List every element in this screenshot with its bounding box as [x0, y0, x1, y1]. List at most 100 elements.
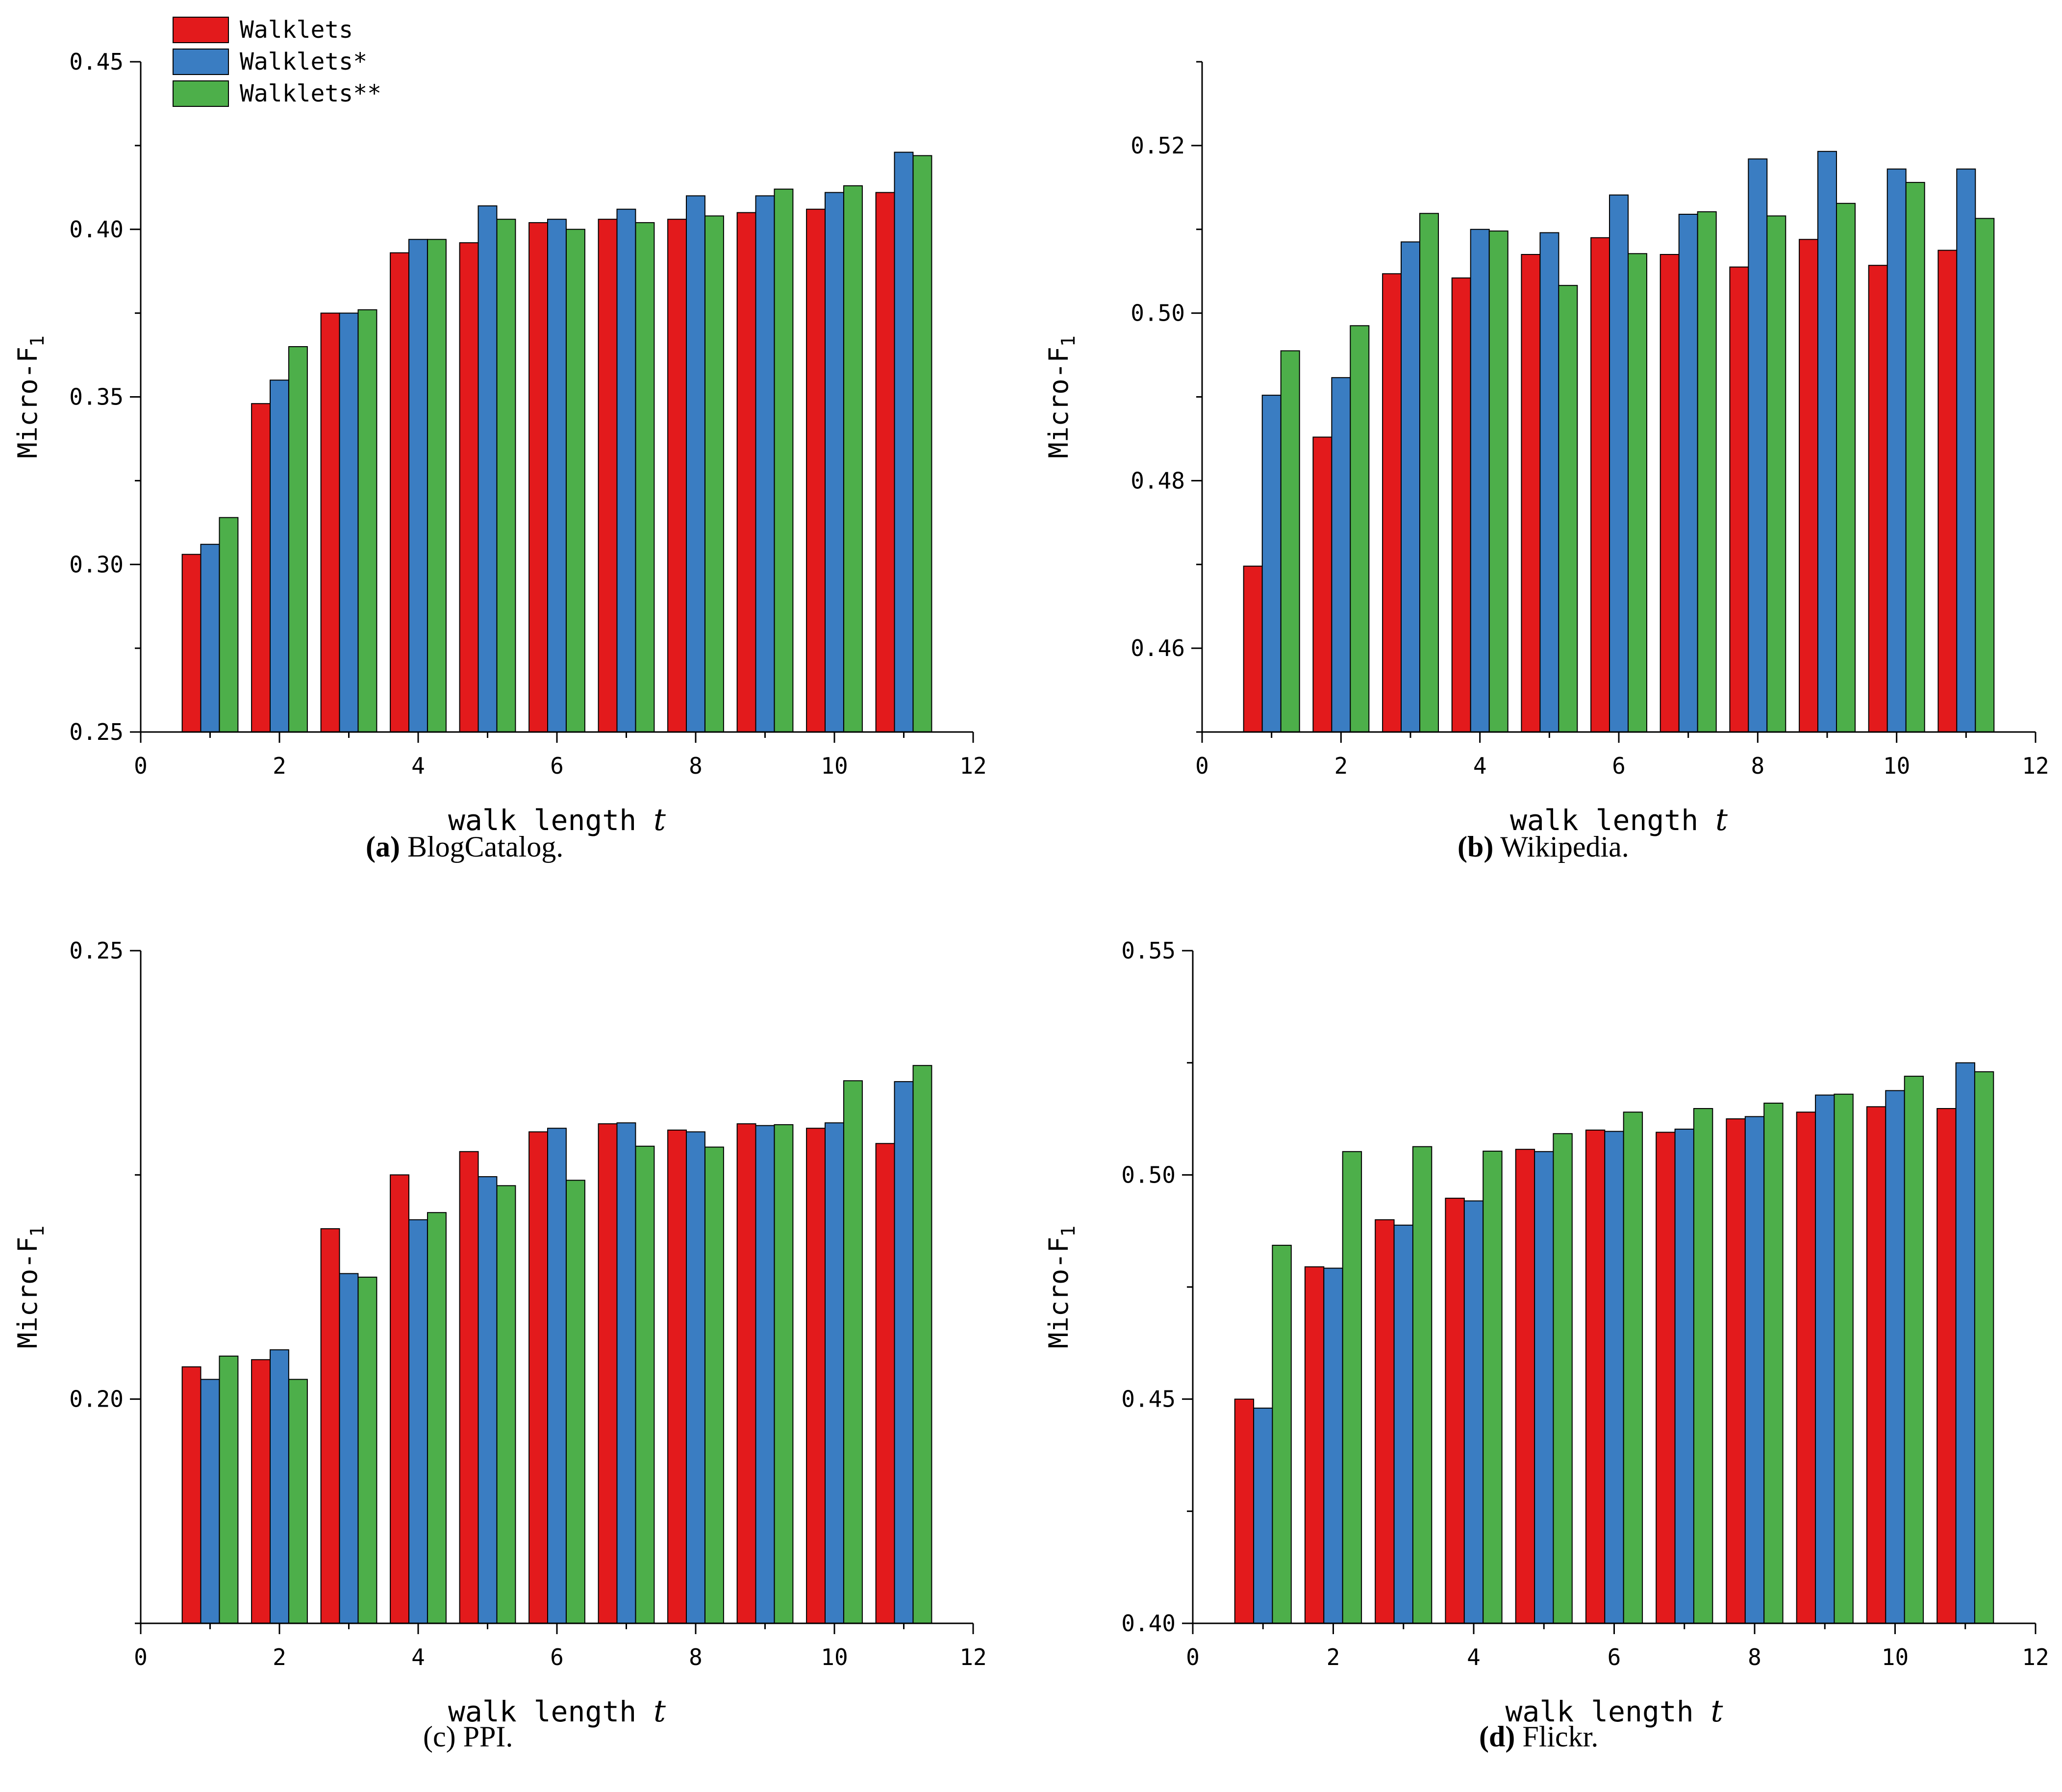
- bar-walklets-t9: [1796, 1111, 1816, 1624]
- caption-d: (d) Flickr.: [1479, 1720, 1598, 1754]
- bar-walklets-t2: [251, 1359, 271, 1624]
- bar-walklets-star-t6: [547, 219, 567, 733]
- x-axis-title-text: walk length: [448, 804, 654, 837]
- legend-label: Walklets*: [240, 48, 368, 76]
- bar-walklets-star-t4: [1470, 228, 1490, 732]
- y-tick-label: 0.45: [1121, 1386, 1176, 1413]
- bar-walklets-t3: [320, 312, 340, 732]
- y-tick-label: 0.52: [1131, 132, 1185, 159]
- bar-walklets-star-t2: [270, 1349, 289, 1624]
- caption-text: BlogCatalog.: [407, 831, 564, 863]
- y-tick-label: 0.55: [1121, 937, 1176, 964]
- x-tick-label: 4: [411, 1644, 425, 1670]
- bar-walklets-star-star-t1: [1272, 1244, 1292, 1624]
- bar-walklets-t11: [1936, 1108, 1957, 1624]
- legend: Walklets Walklets* Walklets**: [173, 14, 381, 109]
- bar-walklets-star-star-t9: [774, 1124, 794, 1624]
- bar-walklets-t4: [390, 1174, 409, 1624]
- y-axis-title: Micro-F1: [1043, 1226, 1079, 1348]
- bar-walklets-star-star-t5: [496, 1185, 516, 1624]
- bar-walklets-star-t4: [408, 1219, 428, 1624]
- bar-walklets-t3: [1382, 273, 1402, 732]
- bar-walklets-star-t5: [1539, 232, 1559, 733]
- bar-walklets-star-star-t2: [1350, 325, 1370, 732]
- bar-walklets-star-t11: [1956, 168, 1976, 733]
- x-tick-label: 6: [550, 1644, 564, 1670]
- bar-walklets-star-star-t11: [912, 155, 932, 732]
- x-tick-label: 4: [1467, 1644, 1481, 1670]
- x-tick-label: 8: [1751, 753, 1764, 779]
- bar-walklets-t8: [667, 1129, 687, 1624]
- x-tick-label: 0: [134, 1644, 148, 1670]
- bar-walklets-star-star-t11: [1974, 1071, 1994, 1624]
- x-tick-label: 10: [1883, 753, 1910, 779]
- bar-walklets-star-t9: [1815, 1094, 1835, 1624]
- bar-walklets-star-star-t5: [496, 219, 516, 733]
- y-tick-label: 0.35: [69, 384, 124, 410]
- bar-walklets-t9: [1799, 239, 1819, 732]
- bar-walklets-star-t6: [1609, 194, 1629, 733]
- bar-walklets-star-t10: [825, 1122, 844, 1624]
- legend-item-walklets-double-star: Walklets**: [173, 77, 381, 109]
- legend-item-walklets-star: Walklets*: [173, 46, 381, 77]
- x-tick-label: 0: [1186, 1644, 1200, 1670]
- bar-walklets-star-star-t10: [843, 185, 863, 732]
- bar-walklets-t5: [1515, 1149, 1535, 1624]
- bar-walklets-t1: [181, 1366, 201, 1624]
- bar-walklets-star-t1: [200, 544, 220, 732]
- caption-b: (b) Wikipedia.: [1458, 830, 1629, 864]
- bar-walklets-star-t7: [1678, 214, 1698, 732]
- bar-walklets-star-t8: [1744, 1116, 1765, 1624]
- bar-walklets-star-star-t3: [357, 309, 377, 732]
- x-tick-label: 10: [1882, 1644, 1909, 1670]
- bar-walklets-t11: [875, 192, 895, 733]
- x-axis-title: walk length t: [448, 802, 666, 837]
- x-tick-label: 8: [689, 753, 703, 779]
- bar-walklets-star-star-t10: [1904, 1076, 1924, 1624]
- bar-walklets-star-star-t11: [912, 1065, 932, 1624]
- bar-walklets-star-t5: [478, 1176, 498, 1624]
- caption-text: Flickr.: [1522, 1720, 1599, 1753]
- bar-walklets-star-star-t11: [1975, 218, 1995, 732]
- bar-walklets-star-t8: [686, 1131, 705, 1624]
- bar-walklets-star-t9: [755, 1125, 775, 1624]
- bar-walklets-star-t7: [616, 1122, 636, 1624]
- bar-walklets-t5: [1521, 254, 1541, 732]
- bar-walklets-star-star-t3: [357, 1276, 377, 1624]
- bar-walklets-star-t3: [339, 1273, 359, 1624]
- bar-walklets-star-star-t2: [1342, 1151, 1362, 1624]
- bar-walklets-t10: [806, 1128, 826, 1624]
- caption-a: (a) BlogCatalog.: [366, 830, 563, 864]
- x-tick-label: 6: [1612, 753, 1626, 779]
- bar-walklets-star-star-t3: [1412, 1146, 1433, 1624]
- bar-walklets-star-star-t4: [1488, 230, 1509, 732]
- bar-walklets-t2: [1304, 1266, 1325, 1624]
- x-axis-variable: t: [654, 1693, 666, 1729]
- bar-walklets-star-t11: [894, 1081, 914, 1624]
- x-axis-title: walk length t: [448, 1693, 666, 1729]
- bar-walklets-t5: [459, 1151, 479, 1624]
- bar-walklets-star-t9: [1817, 151, 1837, 732]
- bar-walklets-star-star-t8: [704, 215, 724, 732]
- x-tick-label: 8: [689, 1644, 703, 1670]
- x-axis-title: walk length t: [1510, 802, 1728, 837]
- x-axis-title: walk length t: [1506, 1693, 1723, 1729]
- y-tick-label: 0.50: [1121, 1161, 1176, 1188]
- bar-walklets-star-t4: [1463, 1200, 1484, 1624]
- bar-walklets-star-t2: [1331, 377, 1351, 732]
- bar-walklets-t7: [598, 219, 618, 733]
- legend-swatch: [173, 16, 229, 43]
- bar-walklets-star-star-t9: [774, 188, 794, 733]
- bar-walklets-star-t8: [686, 195, 705, 732]
- x-axis-variable: t: [654, 802, 666, 837]
- bar-walklets-star-t7: [1674, 1129, 1695, 1624]
- y-axis-title-text: Micro-F: [12, 347, 43, 458]
- bar-walklets-star-star-t7: [1697, 211, 1717, 732]
- legend-label: Walklets: [240, 16, 353, 44]
- y-axis-title-subscript: 1: [26, 335, 48, 347]
- caption-c: (c) PPI.: [423, 1720, 513, 1754]
- bar-walklets-star-star-t4: [427, 239, 447, 732]
- bar-walklets-star-star-t1: [1280, 350, 1300, 732]
- y-axis-title: Micro-F1: [12, 335, 48, 458]
- bar-walklets-t1: [1234, 1398, 1255, 1624]
